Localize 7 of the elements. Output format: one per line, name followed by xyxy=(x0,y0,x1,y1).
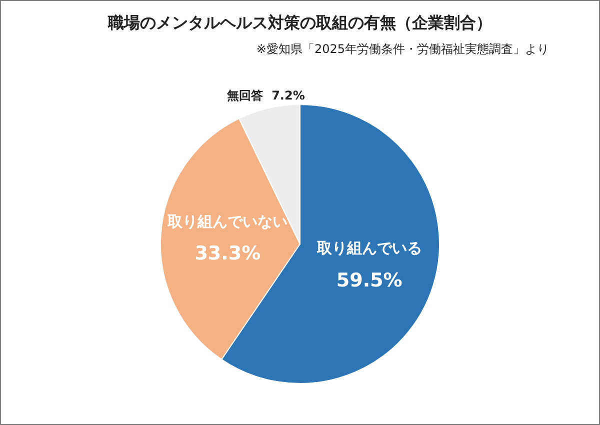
slice-label: 無回答 7.2% xyxy=(226,88,305,102)
data-label: 33.3% xyxy=(194,242,261,265)
chart-subtitle: ※愛知県「2025年労働条件・労働福祉実態調査」より xyxy=(256,41,549,58)
slice-label: 取り組んでいる xyxy=(316,239,422,258)
chart-title: 職場のメンタルヘルス対策の取組の有無（企業割合） xyxy=(106,13,493,34)
slice-label: 取り組んでいない xyxy=(166,212,288,231)
data-label: 59.5% xyxy=(336,269,402,292)
